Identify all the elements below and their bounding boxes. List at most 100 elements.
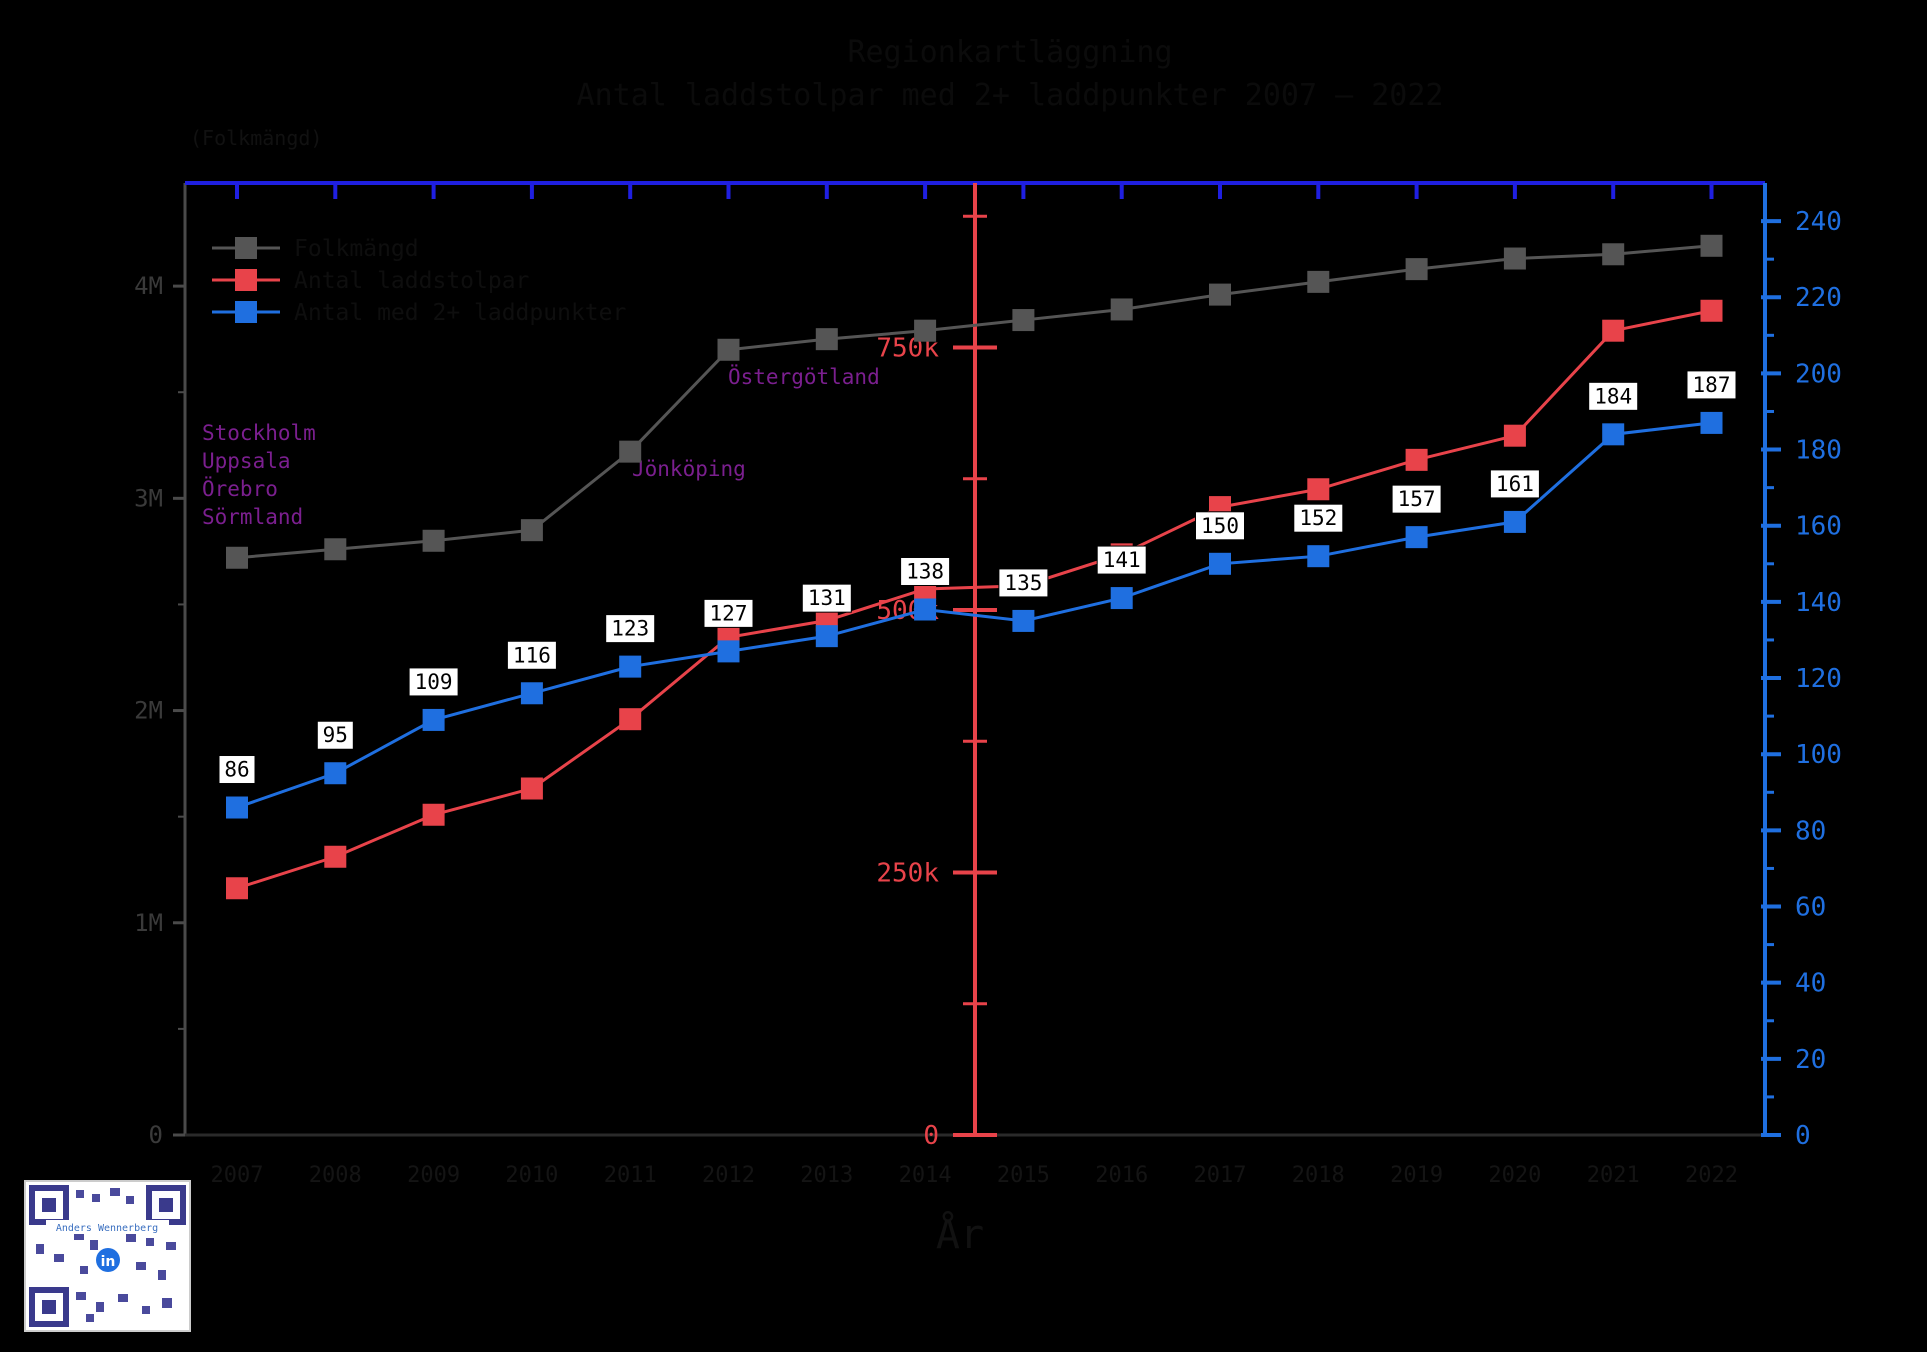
data-point <box>1209 283 1231 306</box>
x-axis-tick-label: 2017 <box>1194 1163 1247 1188</box>
legend-marker <box>235 269 257 291</box>
right-axis-tick-label: 80 <box>1795 816 1826 846</box>
data-point <box>1110 298 1133 321</box>
data-point <box>1602 319 1625 342</box>
data-point <box>815 625 838 648</box>
data-label-box <box>1686 370 1737 400</box>
x-axis-tick-label: 2012 <box>702 1163 755 1188</box>
region-annotation: Östergötland <box>728 364 880 389</box>
left-axis-tick-label: 3M <box>134 484 163 512</box>
data-point <box>1602 423 1625 446</box>
chart-title: Regionkartläggning <box>847 35 1172 70</box>
left-axis-tick-label: 2M <box>134 697 163 725</box>
data-label-text: 157 <box>1398 487 1436 511</box>
linkedin-icon: in <box>101 1254 116 1270</box>
right-axis-tick-label: 200 <box>1795 359 1842 389</box>
data-label-box <box>408 667 459 697</box>
data-label-text: 123 <box>611 617 649 641</box>
x-axis-tick-label: 2020 <box>1488 1163 1541 1188</box>
x-axis-tick-label: 2021 <box>1587 1163 1640 1188</box>
right-axis-tick-label: 180 <box>1795 436 1842 466</box>
data-label-text: 95 <box>323 723 348 747</box>
data-label-box <box>998 568 1049 598</box>
data-point <box>1307 478 1330 501</box>
data-label: 131 <box>801 583 852 613</box>
data-point <box>1012 309 1035 332</box>
data-point <box>1307 545 1330 568</box>
x-axis-tick-label: 2016 <box>1095 1163 1148 1188</box>
data-label: 116 <box>506 640 557 670</box>
data-label-box <box>1195 511 1245 541</box>
right-axis-tick-label: 60 <box>1795 893 1826 923</box>
data-point <box>324 762 347 785</box>
data-point <box>422 708 445 731</box>
data-label-text: 187 <box>1693 373 1731 397</box>
right-axis-tick-label: 0 <box>1795 1121 1811 1151</box>
right-axis-tick-label: 240 <box>1795 207 1842 237</box>
left-axis-tick-label: 0 <box>149 1121 163 1149</box>
x-axis-tick-label: 2009 <box>407 1163 460 1188</box>
series-line-0 <box>236 244 1712 560</box>
data-point <box>914 319 937 342</box>
data-label-box <box>605 614 656 644</box>
data-label-box <box>1293 503 1344 533</box>
data-label: 127 <box>703 598 754 628</box>
data-point <box>1405 448 1428 471</box>
data-label: 184 <box>1588 381 1639 411</box>
data-label-box <box>506 640 557 670</box>
region-annotation: Sörmland <box>202 505 303 529</box>
data-point <box>815 328 838 351</box>
data-point <box>1700 299 1723 322</box>
right-axis-tick-label: 140 <box>1795 588 1842 618</box>
data-label-text: 141 <box>1103 548 1141 572</box>
qr-code-image: in Anders Wennerberg <box>29 1185 186 1327</box>
data-label-box <box>1096 545 1147 575</box>
data-point <box>1012 609 1035 632</box>
data-point <box>226 877 248 900</box>
data-point <box>226 546 248 569</box>
x-axis-tick-label: 2010 <box>505 1163 558 1188</box>
left-axis-tick-label: 1M <box>134 909 163 937</box>
right-axis-tick-label: 40 <box>1795 969 1826 999</box>
data-point <box>520 682 543 705</box>
data-point <box>717 640 740 663</box>
right-axis-tick-label: 160 <box>1795 512 1842 542</box>
x-axis-tick-label: 2019 <box>1390 1163 1443 1188</box>
data-point <box>226 796 248 819</box>
series-line-1 <box>236 309 1712 890</box>
x-axis-tick-label: 2014 <box>899 1163 952 1188</box>
data-point <box>1405 258 1428 281</box>
data-label: 187 <box>1686 370 1737 400</box>
data-label-box <box>1391 484 1442 514</box>
data-point <box>1503 247 1526 270</box>
region-annotation: Jönköping <box>632 457 746 481</box>
data-label: 138 <box>900 556 951 586</box>
data-point <box>717 338 740 361</box>
data-point <box>520 519 543 542</box>
data-label-box <box>1588 381 1639 411</box>
data-label-text: 127 <box>710 601 748 625</box>
data-label-box <box>218 755 256 785</box>
legend-label: Folkmängd <box>294 236 419 262</box>
legend-label: Antal med 2+ laddpunkter <box>294 300 626 326</box>
middle-axis-tick-label: 0 <box>923 1121 939 1151</box>
data-label: 161 <box>1489 469 1540 499</box>
legend-marker <box>235 301 257 323</box>
right-axis-tick-label: 220 <box>1795 283 1842 313</box>
data-point <box>324 845 347 868</box>
watermark-name: Anders Wennerberg <box>56 1223 158 1234</box>
left-axis-tick-label: 4M <box>134 272 163 300</box>
region-annotation: Örebro <box>202 476 278 501</box>
x-axis-tick-label: 2018 <box>1292 1163 1345 1188</box>
data-point <box>1503 510 1526 533</box>
data-label: 157 <box>1391 484 1442 514</box>
data-label-box <box>316 720 354 750</box>
data-label: 86 <box>218 755 256 785</box>
data-label-text: 116 <box>513 643 551 667</box>
series-line-2 <box>236 421 1712 809</box>
data-point <box>520 777 543 800</box>
data-label: 150 <box>1195 511 1245 541</box>
data-point <box>619 440 642 463</box>
right-axis-tick-label: 20 <box>1795 1045 1826 1075</box>
